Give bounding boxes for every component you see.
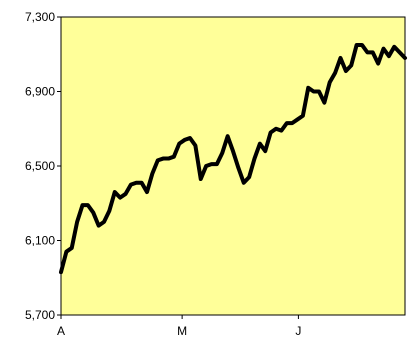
x-tick-label: A <box>57 324 65 338</box>
y-tick-label: 5,700 <box>25 308 55 322</box>
y-axis: 5,700 6,100 6,500 6,900 7,300 <box>25 10 61 322</box>
y-tick-label: 6,900 <box>25 85 55 99</box>
series-layer <box>59 42 407 275</box>
x-tick-label: M <box>177 324 187 338</box>
y-tick-label: 6,500 <box>25 159 55 173</box>
y-tick-label: 7,300 <box>25 10 55 24</box>
x-tick-label: J <box>295 324 301 338</box>
y-tick-label: 6,100 <box>25 234 55 248</box>
series-line <box>59 42 407 275</box>
